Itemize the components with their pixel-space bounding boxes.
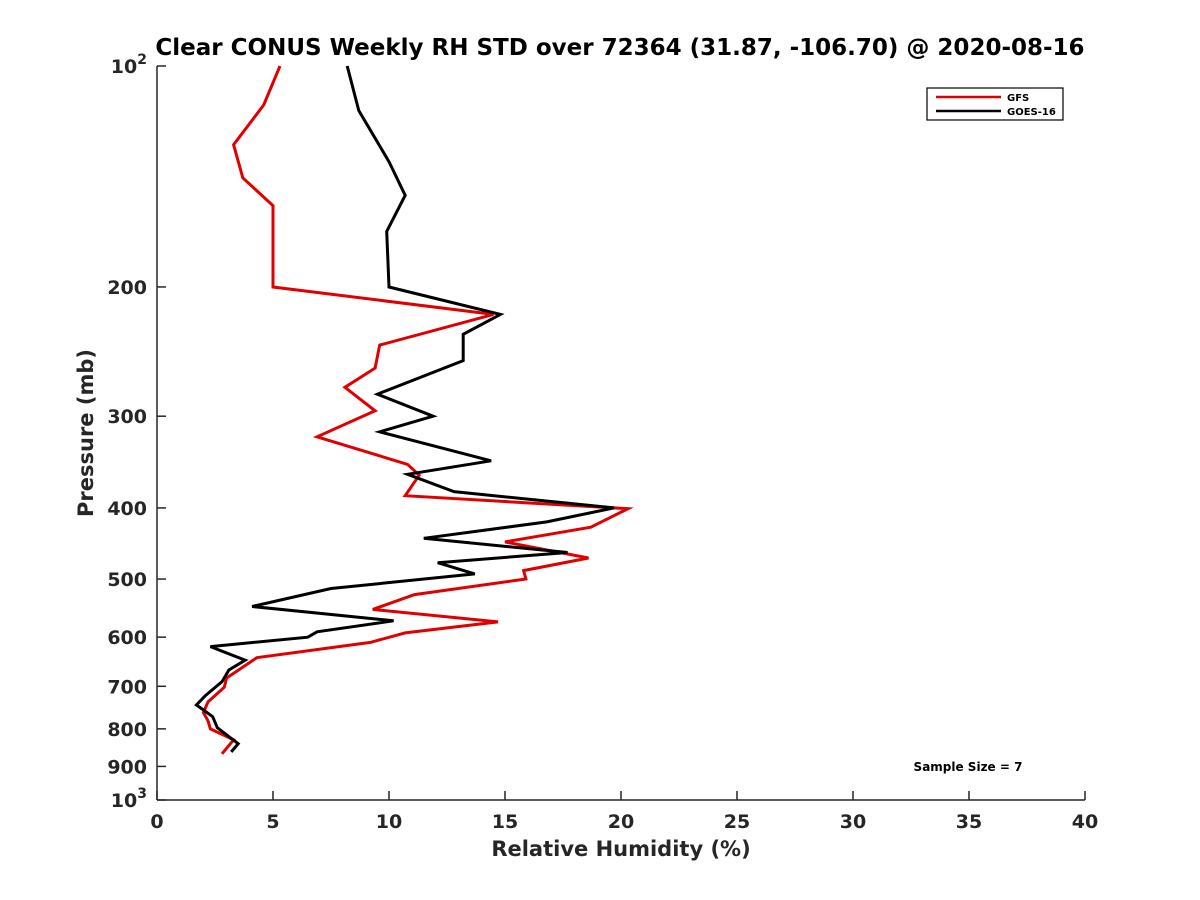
- y-tick-label: 600: [107, 627, 147, 649]
- y-tick-label: 200: [107, 277, 147, 299]
- legend-label-gfs: GFS: [1007, 93, 1029, 104]
- x-axis-label: Relative Humidity (%): [491, 837, 750, 861]
- sample-size-annotation: Sample Size = 7: [914, 760, 1023, 774]
- legend-box: [926, 87, 1064, 121]
- x-tick-label: 30: [840, 811, 866, 833]
- y-axis-ticks: 102 200 300 400 500 600 700 800 900 103: [107, 52, 166, 812]
- x-tick-label: 10: [376, 811, 402, 833]
- y-tick-label: 700: [107, 676, 147, 698]
- y-tick-label: 103: [111, 786, 147, 812]
- series-line-gfs: [201, 65, 634, 755]
- legend-label-goes-16: GOES-16: [1007, 107, 1056, 118]
- chart-title: Clear CONUS Weekly RH STD over 72364 (31…: [155, 35, 1084, 61]
- x-tick-label: 40: [1072, 811, 1098, 833]
- y-tick-label: 300: [107, 406, 147, 428]
- legend: GFS GOES-16: [926, 87, 1064, 121]
- x-tick-label: 0: [150, 811, 163, 833]
- plot-area: [157, 66, 1085, 800]
- x-axis-ticks: 0 5 10 15 20 25 30 35 40: [150, 791, 1098, 833]
- x-tick-label: 5: [266, 811, 279, 833]
- y-tick-label: 500: [107, 569, 147, 591]
- x-tick-label: 35: [956, 811, 982, 833]
- y-axis-label: Pressure (mb): [74, 349, 98, 517]
- y-tick-label: 800: [107, 719, 147, 741]
- y-tick-label: 102: [111, 52, 147, 78]
- y-tick-label: 900: [107, 756, 147, 778]
- x-tick-label: 15: [492, 811, 518, 833]
- series-layer: [194, 65, 634, 755]
- y-tick-label: 400: [107, 498, 147, 520]
- x-tick-label: 20: [608, 811, 634, 833]
- series-line-goes-16: [194, 65, 615, 753]
- x-tick-label: 25: [724, 811, 750, 833]
